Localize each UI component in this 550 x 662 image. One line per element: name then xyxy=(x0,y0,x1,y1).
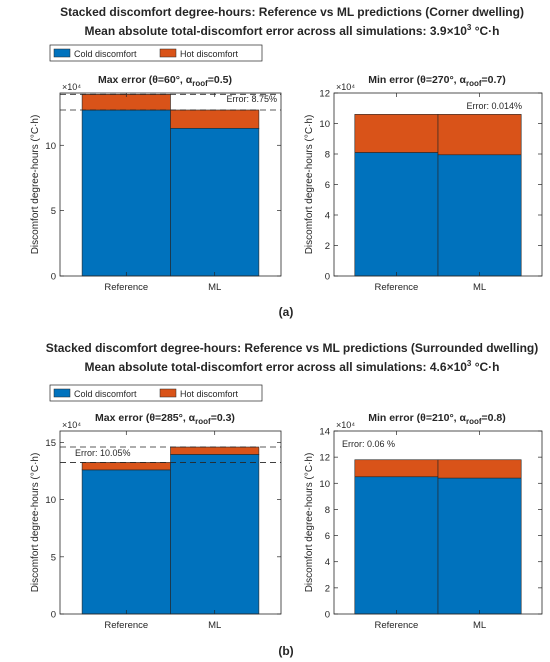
caption-b: (b) xyxy=(278,644,293,658)
legend-label: Cold discomfort xyxy=(74,49,137,59)
y-tick-label: 8 xyxy=(325,505,330,516)
y-axis-label: Discomfort degree-hours (°C·h) xyxy=(30,453,41,593)
bar-cold-reference xyxy=(354,476,439,615)
legend-label: Hot discomfort xyxy=(180,49,239,59)
error-annotation: Error: 8.75% xyxy=(226,94,277,104)
x-tick-label: ML xyxy=(473,620,486,631)
figure-b-title: Stacked discomfort degree-hours: Referen… xyxy=(46,341,539,355)
panel-a-min-error: Reference ML 0 2 4 6 8 10 12 ×10⁴ Discomfort degre… xyxy=(304,74,543,293)
y-tick-label: 0 xyxy=(51,272,56,283)
y-tick-label: 12 xyxy=(319,89,330,100)
y-axis-label: Discomfort degree-hours (°C·h) xyxy=(304,453,315,593)
legend-swatch-hot xyxy=(159,388,177,398)
y-exponent-label: ×10⁴ xyxy=(336,420,355,430)
panel-b-max-error: Reference ML 0 5 10 15 ×10⁴ Discomfort degree-h… xyxy=(30,412,282,631)
x-tick-label: ML xyxy=(473,282,486,293)
axes-box xyxy=(59,430,282,615)
y-exponent-label: ×10⁴ xyxy=(336,82,355,92)
y-tick-label: 10 xyxy=(319,479,330,490)
y-tick-label: 0 xyxy=(51,610,56,621)
bar-cold-reference xyxy=(81,469,171,615)
figure-a-title: Stacked discomfort degree-hours: Referen… xyxy=(60,5,524,19)
bar-hot-reference xyxy=(354,114,439,153)
x-tick-label: Reference xyxy=(104,620,148,631)
legend-label: Hot discomfort xyxy=(180,389,239,399)
y-tick-label: 15 xyxy=(45,438,56,449)
bar-hot-ml xyxy=(437,114,522,156)
y-tick-label: 8 xyxy=(325,150,330,161)
bar-hot-ml xyxy=(170,446,260,455)
error-annotation: Error: 0.014% xyxy=(466,101,522,111)
panel-title: Min error (θ=270°, αroof=0.7) xyxy=(368,74,506,88)
legend-box xyxy=(49,384,263,402)
panel-title: Max error (θ=60°, αroof=0.5) xyxy=(98,74,232,88)
y-tick-label: 10 xyxy=(45,495,56,506)
y-axis-label: Discomfort degree-hours (°C·h) xyxy=(304,115,315,255)
y-exponent-label: ×10⁴ xyxy=(62,82,81,92)
panel-a-max-error: Reference ML 0 5 10 ×10⁴ Discomfort degree-hou… xyxy=(30,74,282,293)
legend-swatch-cold xyxy=(53,48,71,58)
bar-hot-reference xyxy=(354,459,439,478)
axes-box xyxy=(59,92,282,277)
y-tick-label: 2 xyxy=(325,241,330,252)
bar-cold-ml xyxy=(437,477,522,615)
y-tick-label: 6 xyxy=(325,180,330,191)
bar-cold-reference xyxy=(354,152,439,277)
y-tick-label: 10 xyxy=(319,119,330,130)
figure-a-subtitle: Mean absolute total-discomfort error acr… xyxy=(84,23,499,38)
x-tick-label: Reference xyxy=(104,282,148,293)
y-tick-label: 2 xyxy=(325,583,330,594)
error-annotation: Error: 10.05% xyxy=(75,448,131,458)
y-tick-label: 0 xyxy=(325,272,330,283)
legend-swatch-hot xyxy=(159,48,177,58)
y-tick-label: 5 xyxy=(51,206,56,217)
y-axis-label: Discomfort degree-hours (°C·h) xyxy=(30,115,41,255)
bar-cold-ml xyxy=(170,127,260,277)
x-tick-label: ML xyxy=(208,620,221,631)
axes-box xyxy=(333,430,543,615)
bar-cold-ml xyxy=(170,454,260,615)
y-tick-label: 12 xyxy=(319,453,330,464)
x-tick-label: Reference xyxy=(374,282,418,293)
legend-box xyxy=(49,44,263,62)
x-tick-label: ML xyxy=(208,282,221,293)
bar-hot-ml xyxy=(170,109,260,129)
panel-title: Max error (θ=285°, αroof=0.3) xyxy=(95,412,235,426)
y-tick-label: 10 xyxy=(45,141,56,152)
legend-b: Cold discomfort Hot discomfort xyxy=(49,384,263,402)
bar-hot-ml xyxy=(437,459,522,479)
panel-b-min-error: Reference ML 0 2 4 6 8 10 12 14 ×10⁴ Discomfort deg… xyxy=(304,412,543,631)
bar-cold-ml xyxy=(437,154,522,277)
legend-label: Cold discomfort xyxy=(74,389,137,399)
legend-a: Cold discomfort Hot discomfort xyxy=(49,44,263,62)
y-tick-label: 0 xyxy=(325,610,330,621)
figure-b-subtitle: Mean absolute total-discomfort error acr… xyxy=(84,359,499,374)
bar-hot-reference xyxy=(81,462,171,471)
y-tick-label: 4 xyxy=(325,211,330,222)
legend-swatch-cold xyxy=(53,388,71,398)
error-annotation: Error: 0.06 % xyxy=(342,439,395,449)
panel-title: Min error (θ=210°, αroof=0.8) xyxy=(368,412,506,426)
caption-a: (a) xyxy=(279,305,294,319)
bar-cold-reference xyxy=(81,109,171,277)
y-exponent-label: ×10⁴ xyxy=(62,420,81,430)
y-tick-label: 14 xyxy=(319,427,330,438)
x-tick-label: Reference xyxy=(374,620,418,631)
y-tick-label: 4 xyxy=(325,557,330,568)
y-tick-label: 6 xyxy=(325,531,330,542)
y-tick-label: 5 xyxy=(51,552,56,563)
